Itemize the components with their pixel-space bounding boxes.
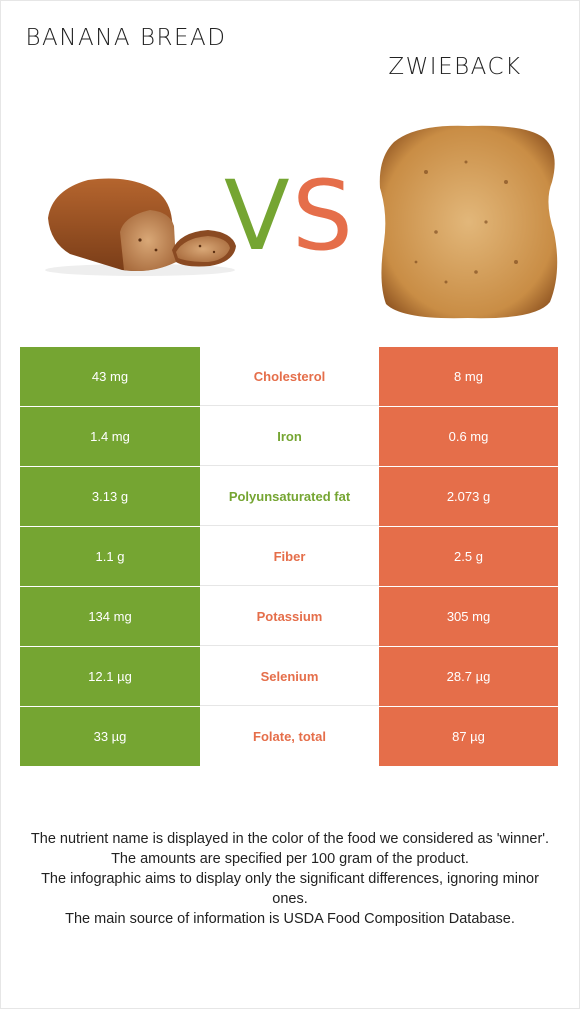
nutrient-name: Fiber — [200, 526, 379, 587]
right-food-value: 87 µg — [379, 706, 558, 767]
left-food-value: 1.1 g — [20, 526, 200, 587]
footnotes: The nutrient name is displayed in the co… — [30, 829, 550, 929]
vs-letter-s: S — [292, 160, 353, 272]
table-row: 1.4 mg Iron 0.6 mg — [20, 406, 558, 467]
nutrient-name: Cholesterol — [200, 346, 379, 407]
right-food-value: 305 mg — [379, 586, 558, 647]
footnote-significant-differences: The infographic aims to display only the… — [41, 871, 539, 907]
nutrient-name: Selenium — [200, 646, 379, 707]
nutrient-comparison-table: 43 mg Cholesterol 8 mg 1.4 mg Iron 0.6 m… — [20, 346, 558, 767]
table-row: 43 mg Cholesterol 8 mg — [20, 346, 558, 407]
table-row: 3.13 g Polyunsaturated fat 2.073 g — [20, 466, 558, 527]
footnote-winner-color: The nutrient name is displayed in the co… — [30, 831, 550, 847]
table-row: 33 µg Folate, total 87 µg — [20, 706, 558, 767]
right-food-value: 2.073 g — [379, 466, 558, 527]
footnote-data-source: The main source of information is USDA F… — [65, 911, 515, 927]
left-food-value: 43 mg — [20, 346, 200, 407]
left-food-value: 1.4 mg — [20, 406, 200, 467]
right-food-value: 28.7 µg — [379, 646, 558, 707]
footnote-amount-basis: The amounts are specified per 100 gram o… — [111, 851, 469, 867]
left-food-value: 3.13 g — [20, 466, 200, 527]
nutrient-name: Iron — [200, 406, 379, 467]
nutrient-name: Polyunsaturated fat — [200, 466, 379, 527]
nutrient-name: Folate, total — [200, 706, 379, 767]
zwieback-image — [379, 125, 558, 319]
right-food-value: 8 mg — [379, 346, 558, 407]
nutrient-name: Potassium — [200, 586, 379, 647]
left-food-title: Banana bread — [25, 25, 227, 51]
left-food-value: 33 µg — [20, 706, 200, 767]
right-food-title: Zwieback — [388, 54, 522, 80]
left-food-value: 12.1 µg — [20, 646, 200, 707]
right-food-value: 0.6 mg — [379, 406, 558, 467]
table-row: 134 mg Potassium 305 mg — [20, 586, 558, 647]
left-food-value: 134 mg — [20, 586, 200, 647]
table-row: 1.1 g Fiber 2.5 g — [20, 526, 558, 587]
table-row: 12.1 µg Selenium 28.7 µg — [20, 646, 558, 707]
banana-bread-image — [45, 178, 236, 276]
right-food-value: 2.5 g — [379, 526, 558, 587]
